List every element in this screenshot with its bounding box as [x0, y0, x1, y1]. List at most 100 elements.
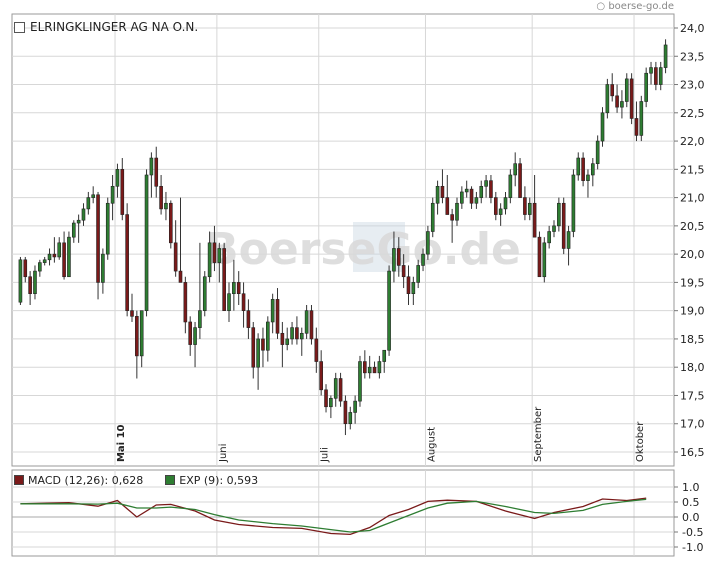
candle-body-down	[125, 214, 129, 311]
candle-body-up	[600, 112, 605, 142]
candle-body-up	[38, 262, 42, 272]
candle-body-up	[542, 242, 547, 278]
price-x-tick-label: August	[426, 427, 437, 462]
candle-body-down	[493, 197, 498, 215]
candle-body-up	[663, 44, 668, 68]
candle-body-up	[193, 327, 197, 345]
candle-body-up	[430, 202, 435, 232]
candle-body-down	[275, 299, 280, 334]
candle-body-up	[508, 174, 513, 198]
legend-exp-name: EXP (9)	[179, 474, 220, 487]
price-y-tick-label: 17,0	[680, 418, 705, 431]
price-x-tick-label: Juli	[320, 447, 331, 463]
candle-body-down	[52, 253, 57, 258]
candle-body-down	[168, 202, 173, 244]
candle-body-up	[290, 327, 294, 340]
candle-body-up	[377, 361, 382, 374]
candle-body-down	[469, 188, 474, 204]
candle-body-down	[130, 310, 134, 317]
candle-body-down	[401, 265, 406, 278]
price-y-tick-label: 16,5	[680, 446, 705, 459]
candle-body-down	[561, 202, 566, 249]
candle-body-down	[251, 327, 256, 368]
watermark-box	[353, 222, 405, 272]
candle-body-up	[71, 222, 76, 238]
candle-body-up	[460, 191, 464, 204]
candle-body-down	[372, 366, 377, 374]
candle-body-up	[42, 259, 47, 263]
candle-body-up	[411, 282, 416, 295]
source-text: boerse-go.de	[608, 1, 674, 12]
candle-body-down	[343, 400, 348, 425]
candle-body-down	[173, 242, 178, 272]
candle-body-up	[358, 361, 362, 402]
exp-swatch-icon	[165, 475, 176, 485]
candle-body-up	[649, 67, 653, 74]
candle-body-up	[227, 293, 231, 311]
candle-body-up	[232, 282, 236, 295]
candle-body-down	[654, 67, 658, 85]
price-y-tick-label: 18,0	[680, 361, 705, 374]
candle-body-up	[164, 202, 168, 210]
candle-body-up	[139, 310, 144, 357]
candle-body-up	[586, 174, 590, 181]
candle-body-up	[566, 231, 571, 249]
candle-body-down	[295, 327, 299, 340]
candle-body-up	[198, 310, 202, 328]
price-y-tick-label: 19,5	[680, 276, 705, 289]
candle-body-up	[547, 231, 551, 244]
price-x-tick-label: September	[533, 406, 544, 462]
legend-macd-value: 0,628	[111, 474, 144, 487]
candle-body-up	[57, 242, 62, 258]
candle-body-up	[624, 78, 629, 102]
candle-body-down	[96, 194, 100, 283]
macd-y-tick-label: 0.0	[682, 511, 700, 524]
price-y-tick-label: 23,5	[680, 50, 705, 63]
candle-body-up	[644, 72, 648, 102]
legend-item-macd: MACD (12,26): 0,628	[14, 474, 143, 487]
macd-y-tick-label: -1.0	[682, 541, 703, 554]
price-y-tick-label: 22,5	[680, 107, 705, 120]
candle-body-down	[338, 378, 343, 402]
candle-body-up	[576, 157, 581, 176]
candle-body-up	[571, 174, 576, 232]
candle-body-down	[581, 157, 585, 181]
price-y-tick-label: 19,0	[680, 305, 705, 318]
price-x-tick-label: Oktober	[635, 421, 646, 462]
candle-body-up	[387, 270, 391, 351]
candle-body-down	[440, 185, 445, 198]
signal-line	[20, 498, 647, 533]
candle-body-up	[101, 253, 105, 283]
candle-body-down	[532, 202, 537, 238]
candle-body-up	[333, 378, 338, 399]
candle-body-up	[91, 194, 95, 198]
candle-body-down	[319, 361, 323, 391]
candle-body-up	[348, 412, 353, 425]
candle-body-up	[33, 270, 37, 295]
candle-body-down	[183, 282, 188, 323]
candle-body-down	[159, 185, 163, 210]
price-y-tick-label: 18,5	[680, 333, 705, 346]
candle-body-down	[396, 248, 401, 266]
candle-body-down	[178, 270, 183, 283]
price-y-tick-label: 23,0	[680, 79, 705, 92]
source-label: ○ boerse-go.de	[596, 1, 674, 12]
candle-body-down	[222, 248, 226, 311]
legend-exp-value: 0,593	[226, 474, 259, 487]
candle-body-up	[435, 185, 440, 204]
candle-body-up	[474, 197, 479, 204]
candle-body-down	[489, 180, 493, 198]
candle-body-up	[527, 202, 532, 215]
candle-body-up	[392, 248, 396, 272]
candle-body-up	[149, 157, 154, 176]
candle-body-down	[309, 310, 314, 340]
macd-swatch-icon	[14, 475, 24, 485]
candle-body-up	[498, 208, 503, 215]
candle-body-down	[261, 338, 265, 351]
candle-body-down	[246, 310, 251, 328]
candle-body-up	[266, 321, 270, 351]
candle-body-down	[537, 236, 542, 278]
title-text: ELRINGKLINGER AG NA O.N.	[30, 20, 199, 34]
candle-body-up	[484, 180, 488, 187]
